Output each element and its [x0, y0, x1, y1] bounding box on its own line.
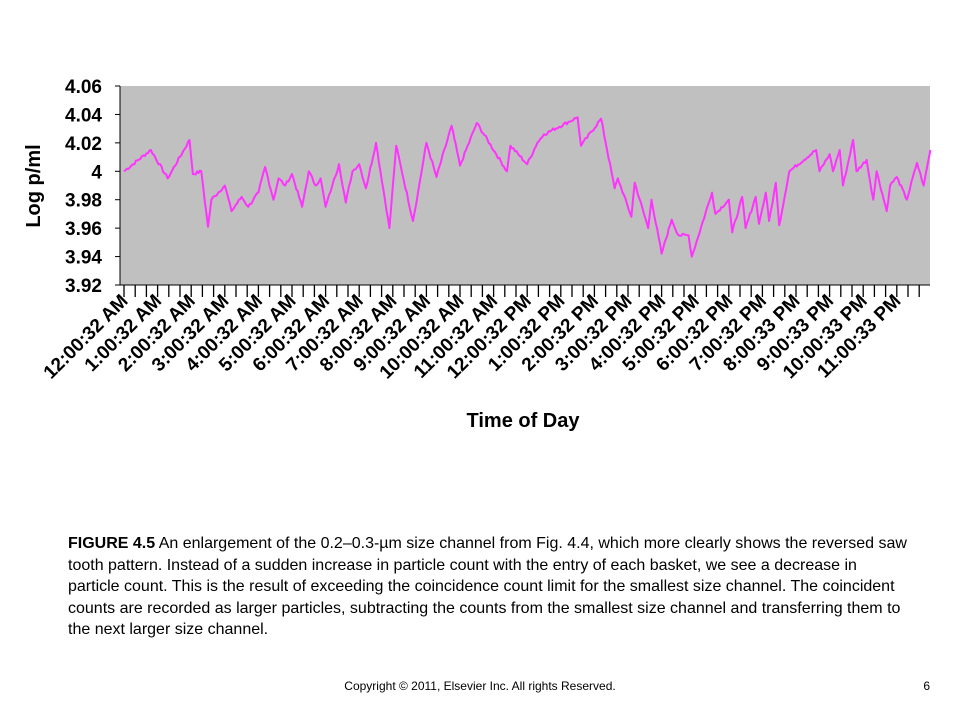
series-line — [123, 116, 932, 258]
x-axis-title: Time of Day — [467, 410, 581, 432]
y-tick-label: 4.06 — [65, 77, 102, 98]
y-tick-label: 4.02 — [65, 134, 102, 155]
y-tick-label: 3.96 — [65, 219, 102, 240]
y-tick-label: 3.92 — [65, 276, 102, 297]
figure-caption: FIGURE 4.5 An enlargement of the 0.2–0.3… — [68, 533, 908, 641]
page-number: 6 — [923, 679, 930, 693]
figure-label: FIGURE 4.5 — [68, 535, 156, 552]
y-tick-label: 4.04 — [65, 105, 102, 126]
y-axis-title: Log p/ml — [23, 144, 45, 227]
plot-area — [120, 86, 930, 285]
copyright-notice: Copyright © 2011, Elsevier Inc. All righ… — [344, 679, 616, 693]
y-tick-label: 3.94 — [65, 248, 102, 269]
y-tick-label: 3.98 — [65, 191, 102, 212]
y-tick-label: 4 — [91, 162, 102, 183]
caption-text: An enlargement of the 0.2–0.3-µm size ch… — [68, 535, 907, 638]
